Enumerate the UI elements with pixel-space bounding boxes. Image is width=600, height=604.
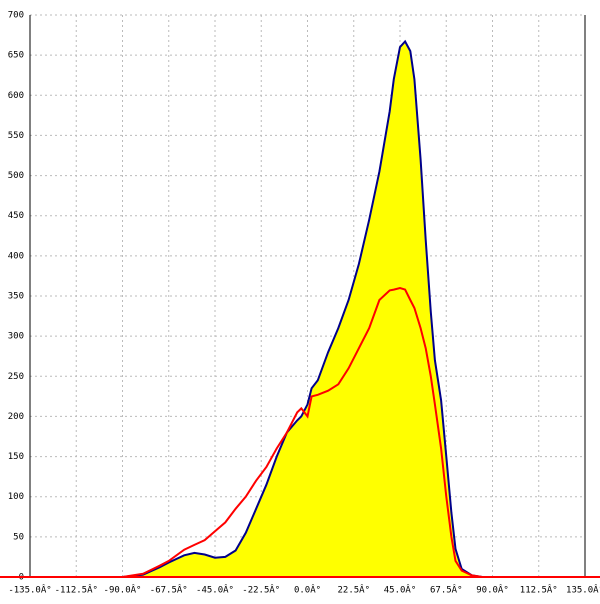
y-tick-label: 500 xyxy=(8,171,24,181)
y-tick-label: 700 xyxy=(8,11,24,21)
x-tick-label: -67.5Â° xyxy=(150,584,188,596)
area xyxy=(122,41,493,577)
y-tick-label: 550 xyxy=(8,131,24,141)
line xyxy=(122,286,493,578)
x-tick-label: 22.5Â° xyxy=(337,584,370,596)
x-tick-label: 90.0Â° xyxy=(476,584,509,596)
x-tick-label: -135.0Â° xyxy=(8,584,51,596)
x-tick-label: -112.5Â° xyxy=(55,584,98,596)
y-tick-label: 200 xyxy=(8,412,24,422)
y-tick-label: 650 xyxy=(8,51,24,61)
y-tick-label: 600 xyxy=(8,91,24,101)
x-tick-label: 45.0Â° xyxy=(384,584,417,596)
y-tick-label: 150 xyxy=(8,452,24,462)
x-tick-label: 67.5Â° xyxy=(430,584,463,596)
x-tick-label: -22.5Â° xyxy=(242,584,280,596)
y-tick-label: 100 xyxy=(8,492,24,502)
x-tick-label: 112.5Â° xyxy=(520,584,558,596)
y-tick-label: 250 xyxy=(8,372,24,382)
y-tick-label: 50 xyxy=(13,532,24,542)
y-tick-label: 300 xyxy=(8,332,24,342)
y-tick-label: 400 xyxy=(8,251,24,261)
y-tick-label: 350 xyxy=(8,292,24,302)
line xyxy=(122,39,493,578)
x-tick-label: -90.0Â° xyxy=(104,584,142,596)
x-tick-label: -45.0Â° xyxy=(196,584,234,596)
y-tick-label: 450 xyxy=(8,211,24,221)
x-tick-label: 135.0Â° xyxy=(566,584,600,596)
x-tick-label: 0.0Â° xyxy=(294,584,321,596)
